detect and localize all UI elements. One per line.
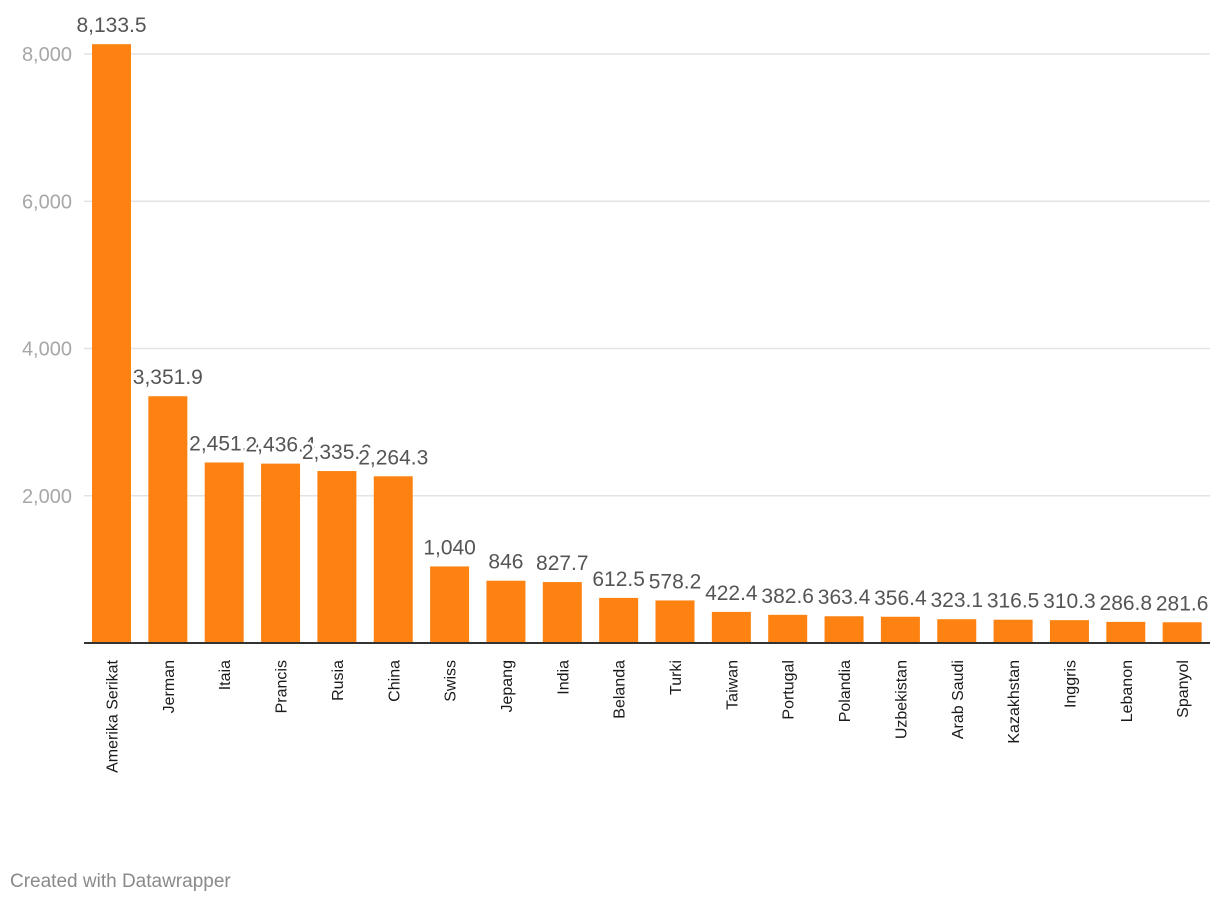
- y-tick-label: 6,000: [22, 191, 72, 213]
- value-label: 827.7: [536, 552, 589, 575]
- category-label: Inggris: [1062, 660, 1079, 708]
- category-label: Turki: [668, 660, 685, 695]
- category-label: Jerman: [161, 660, 178, 713]
- value-labels: 8,133.5 3,351.9 2,451.82,436.42,335.62,264…: [74, 12, 1211, 618]
- y-axis-ticks: 2,000 4,000 6,000 8,000: [22, 44, 72, 508]
- value-label: 281.6: [1156, 592, 1209, 615]
- category-label: Rusia: [330, 660, 347, 701]
- category-label: Swiss: [443, 660, 460, 702]
- category-label: Arab Saudi: [950, 660, 967, 739]
- category-label: Jepang: [499, 660, 516, 713]
- bar: [824, 616, 864, 643]
- bar: [711, 611, 751, 643]
- category-label: Uzbekistan: [893, 660, 910, 739]
- bar: [317, 471, 357, 643]
- bar: [768, 614, 808, 643]
- bar: [542, 582, 582, 643]
- value-label: 363.4: [818, 586, 871, 609]
- value-label: 1,040: [423, 536, 476, 559]
- y-tick-label: 4,000: [22, 339, 72, 361]
- category-label: Polandia: [837, 660, 854, 722]
- value-label: 422.4: [705, 582, 758, 605]
- bar: [373, 476, 413, 643]
- category-label: Portugal: [781, 660, 798, 720]
- category-label: Itaia: [217, 660, 234, 690]
- category-label: Amerika Serikat: [105, 659, 122, 772]
- datawrapper-credit: Created with Datawrapper: [10, 871, 231, 892]
- category-label: Taiwan: [724, 660, 741, 710]
- category-label: Spanyol: [1175, 660, 1192, 718]
- category-label: Kazakhstan: [1006, 660, 1023, 744]
- value-label: 612.5: [592, 568, 645, 591]
- value-label: 316.5: [987, 590, 1040, 613]
- value-label: 2,335.6: [302, 441, 372, 464]
- bar: [1049, 620, 1089, 643]
- value-label: 323.1: [930, 589, 983, 612]
- category-labels: Amerika Serikat Jerman Itaia Prancis Rusia Ch…: [105, 659, 1193, 772]
- value-label: 3,351.9: [133, 366, 203, 389]
- bar: [148, 396, 188, 643]
- category-label: Lebanon: [1119, 660, 1136, 722]
- value-label: 2,436.4: [246, 434, 316, 457]
- value-label: 2,451.8: [189, 432, 259, 455]
- gridlines: [84, 53, 1210, 497]
- value-label: 2,264.3: [358, 446, 428, 469]
- bar: [1106, 621, 1146, 643]
- category-label: China: [386, 660, 403, 702]
- bar: [655, 600, 695, 643]
- bars: [92, 44, 1202, 643]
- bar: [937, 619, 977, 643]
- value-label: 286.8: [1100, 592, 1153, 615]
- bar: [261, 463, 301, 643]
- y-tick-label: 8,000: [22, 44, 72, 66]
- category-label: India: [555, 660, 572, 695]
- value-label: 846: [488, 551, 523, 574]
- category-label: Prancis: [274, 660, 291, 713]
- value-label: 8,133.5: [76, 14, 146, 37]
- bar: [1162, 622, 1202, 643]
- bar: [993, 619, 1033, 643]
- category-label: Belanda: [612, 660, 629, 719]
- bar: [92, 44, 131, 643]
- bar: [599, 597, 639, 643]
- bar: [880, 616, 920, 643]
- bar: [486, 580, 526, 643]
- value-label: 310.3: [1043, 590, 1096, 613]
- value-label: 578.2: [649, 570, 702, 593]
- y-tick-label: 2,000: [22, 486, 72, 508]
- value-label: 356.4: [874, 587, 927, 610]
- bar: [430, 566, 470, 643]
- bar: [204, 462, 244, 643]
- value-label: 382.6: [761, 585, 814, 608]
